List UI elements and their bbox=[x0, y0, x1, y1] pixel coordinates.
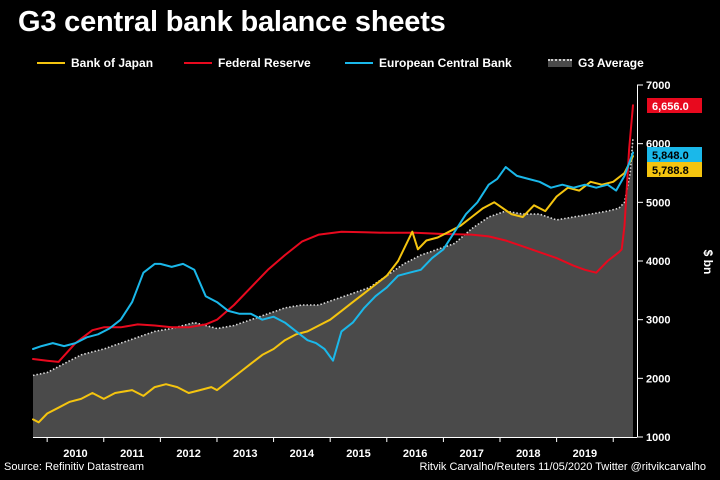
x-tick-label: 2015 bbox=[346, 448, 370, 460]
y-tick-label: 4000 bbox=[646, 256, 670, 268]
x-tick-label: 2012 bbox=[176, 448, 200, 460]
end-label-ecb: 5,848.0 bbox=[652, 150, 689, 162]
axes-layer: 2010 2011 2012 2013 2014 2015 2016 2017 2018 2019… bbox=[33, 80, 670, 460]
x-tick-label: 2019 bbox=[573, 448, 597, 460]
legend-label-fed: Federal Reserve bbox=[218, 56, 311, 70]
legend-swatch-ecb bbox=[345, 62, 373, 64]
end-label-fed: 6,656.0 bbox=[652, 101, 689, 113]
legend-label-ecb: European Central Bank bbox=[379, 56, 512, 70]
x-tick-label: 2016 bbox=[403, 448, 427, 460]
series-lines-layer bbox=[32, 104, 634, 424]
g3-average-area-layer bbox=[32, 137, 634, 438]
end-labels-layer: 6,656.0 5,848.0 5,788.8 bbox=[647, 98, 702, 177]
x-tick-label: 2017 bbox=[459, 448, 483, 460]
x-tick-label: 2018 bbox=[516, 448, 540, 460]
y-axis-label: $ bn bbox=[701, 250, 715, 275]
y-tick-label: 2000 bbox=[646, 373, 670, 385]
chart-title: G3 central bank balance sheets bbox=[18, 6, 446, 38]
y-tick-label: 3000 bbox=[646, 315, 670, 327]
x-tick-label: 2014 bbox=[290, 448, 315, 460]
source-note: Source: Refinitiv Datastream bbox=[4, 461, 144, 473]
legend: Bank of Japan Federal Reserve European C… bbox=[0, 56, 720, 72]
y-tick-label: 7000 bbox=[646, 80, 670, 92]
end-label-box-boj bbox=[647, 162, 702, 177]
legend-swatch-g3 bbox=[548, 59, 572, 67]
x-tick-label: 2010 bbox=[63, 448, 87, 460]
y-tick-label: 5000 bbox=[646, 197, 670, 209]
legend-item-boj: Bank of Japan bbox=[37, 56, 153, 70]
end-label-box-fed bbox=[647, 98, 702, 113]
legend-item-fed: Federal Reserve bbox=[184, 56, 311, 70]
series-line-fed bbox=[32, 104, 634, 363]
legend-label-g3: G3 Average bbox=[578, 56, 644, 70]
legend-item-g3: G3 Average bbox=[548, 56, 644, 70]
x-tick-label: 2013 bbox=[233, 448, 257, 460]
series-line-boj bbox=[32, 155, 634, 424]
end-label-boj: 5,788.8 bbox=[652, 165, 689, 177]
series-outline-g3 bbox=[32, 137, 634, 377]
x-tick-label: 2011 bbox=[120, 448, 144, 460]
y-tick-label: 1000 bbox=[646, 432, 670, 444]
legend-item-ecb: European Central Bank bbox=[345, 56, 512, 70]
legend-swatch-fed bbox=[184, 62, 212, 64]
series-area-g3 bbox=[33, 137, 633, 438]
credit-note: Ritvik Carvalho/Reuters 11/05/2020 Twitt… bbox=[419, 461, 707, 473]
legend-swatch-boj bbox=[37, 62, 65, 64]
legend-label-boj: Bank of Japan bbox=[71, 56, 154, 70]
end-label-box-ecb bbox=[647, 147, 702, 162]
series-line-ecb bbox=[32, 151, 634, 362]
